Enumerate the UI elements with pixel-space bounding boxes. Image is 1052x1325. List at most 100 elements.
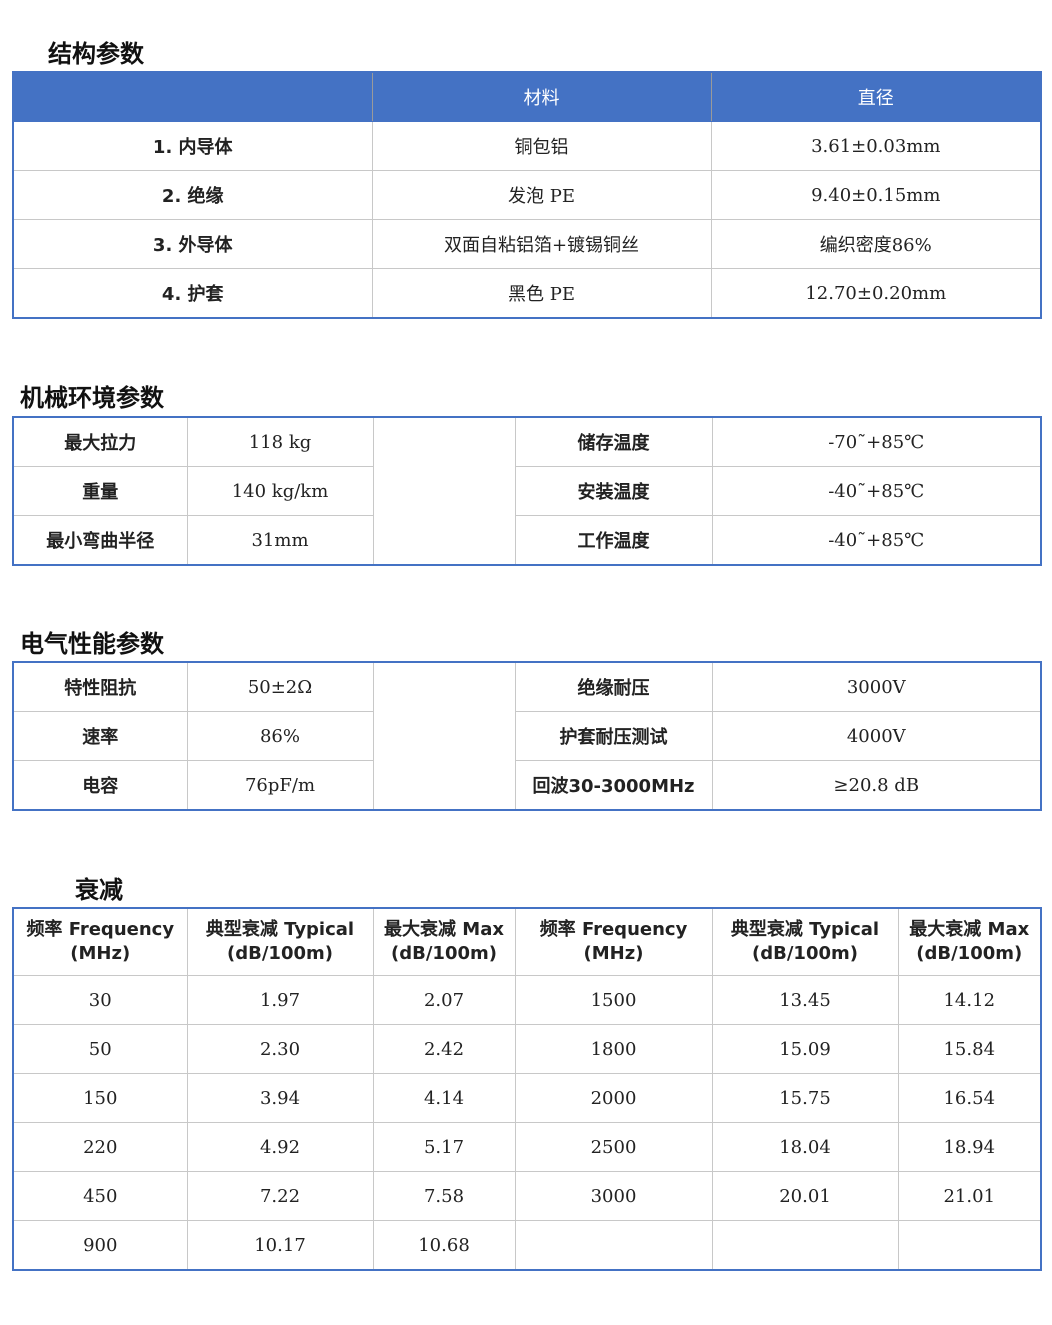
table-cell xyxy=(711,1220,899,1271)
column-header: 典型衰减 Typical (dB/100m) xyxy=(186,907,374,976)
table-cell: 140 kg/km xyxy=(186,466,374,516)
table-cell: 铜包铝 xyxy=(371,121,712,171)
table-cell: 15.84 xyxy=(897,1024,1042,1074)
electrical-table: 特性阻抗 50±2Ω 绝缘耐压 3000V 速率 86% 护套耐压测试 4000V 电容 76pF… xyxy=(12,661,1042,811)
table-cell: 15.09 xyxy=(711,1024,899,1074)
table-cell: 3.94 xyxy=(186,1073,374,1123)
table-cell: 12.70±0.20mm xyxy=(710,268,1042,319)
header-unit: (dB/100m) xyxy=(752,943,858,964)
table-cell: 15.75 xyxy=(711,1073,899,1123)
table-cell: 118 kg xyxy=(186,416,374,467)
table-row: 4. 护套 黑色 PE 12.70±0.20mm xyxy=(12,268,1042,319)
column-header xyxy=(12,71,373,122)
row-label: 最小弯曲半径 xyxy=(12,515,188,566)
table-cell: -40˜+85℃ xyxy=(711,466,1042,516)
table-row: 最小弯曲半径 31mm 工作温度 -40˜+85℃ xyxy=(12,515,1042,566)
header-unit: (dB/100m) xyxy=(391,943,497,964)
table-cell: 900 xyxy=(12,1220,188,1271)
table-cell: 2.30 xyxy=(186,1024,374,1074)
row-label: 回波30-3000MHz xyxy=(514,760,713,811)
table-cell: 3000 xyxy=(514,1171,713,1221)
table-cell: 3000V xyxy=(711,661,1042,712)
table-cell: 18.94 xyxy=(897,1122,1042,1172)
table-cell: 18.04 xyxy=(711,1122,899,1172)
row-label: 储存温度 xyxy=(514,416,713,467)
table-cell: 发泡 PE xyxy=(371,170,712,220)
table-cell xyxy=(897,1220,1042,1271)
row-label: 速率 xyxy=(12,711,188,761)
table-cell: -70˜+85℃ xyxy=(711,416,1042,467)
header-unit: (dB/100m) xyxy=(227,943,333,964)
table-cell: 14.12 xyxy=(897,975,1042,1025)
table-row: 重量 140 kg/km 安装温度 -40˜+85℃ xyxy=(12,466,1042,516)
table-row: 电容 76pF/m 回波30-3000MHz ≥20.8 dB xyxy=(12,760,1042,811)
table-cell: 31mm xyxy=(186,515,374,566)
column-header: 最大衰减 Max (dB/100m) xyxy=(897,907,1042,976)
table-cell: 4.14 xyxy=(372,1073,516,1123)
table-cell: 2000 xyxy=(514,1073,713,1123)
empty-cell xyxy=(372,416,516,566)
column-header: 频率 Frequency (MHz) xyxy=(12,907,188,976)
table-row: 50 2.30 2.42 1800 15.09 15.84 xyxy=(12,1024,1042,1074)
row-label: 重量 xyxy=(12,466,188,516)
table-cell: 3.61±0.03mm xyxy=(710,121,1042,171)
table-cell: 2500 xyxy=(514,1122,713,1172)
table-row: 450 7.22 7.58 3000 20.01 21.01 xyxy=(12,1171,1042,1221)
header-unit: (dB/100m) xyxy=(916,943,1023,964)
row-label: 绝缘耐压 xyxy=(514,661,713,712)
table-cell: 3. 外导体 xyxy=(12,219,373,269)
table-cell: 2.07 xyxy=(372,975,516,1025)
table-cell: 30 xyxy=(12,975,188,1025)
empty-cell xyxy=(372,661,516,811)
header-line: 典型衰减 Typical xyxy=(205,919,355,940)
table-cell: 20.01 xyxy=(711,1171,899,1221)
table-cell: ≥20.8 dB xyxy=(711,760,1042,811)
table-cell: 7.22 xyxy=(186,1171,374,1221)
table-cell: 9.40±0.15mm xyxy=(710,170,1042,220)
table-cell: 1. 内导体 xyxy=(12,121,373,171)
header-line: 典型衰减 Typical xyxy=(730,919,880,940)
table-cell: 220 xyxy=(12,1122,188,1172)
table-cell: 76pF/m xyxy=(186,760,374,811)
table-cell: 黑色 PE xyxy=(371,268,712,319)
table-cell: 5.17 xyxy=(372,1122,516,1172)
table-cell xyxy=(514,1220,713,1271)
table-cell: 150 xyxy=(12,1073,188,1123)
table-cell: 1.97 xyxy=(186,975,374,1025)
table-cell: 4.92 xyxy=(186,1122,374,1172)
table-cell: 50 xyxy=(12,1024,188,1074)
table-cell: 双面自粘铝箔+镀锡铜丝 xyxy=(371,219,712,269)
row-label: 电容 xyxy=(12,760,188,811)
header-line: 最大衰减 Max xyxy=(384,919,504,940)
table-row: 2. 绝缘 发泡 PE 9.40±0.15mm xyxy=(12,170,1042,220)
table-cell: 16.54 xyxy=(897,1073,1042,1123)
row-label: 护套耐压测试 xyxy=(514,711,713,761)
table-row: 220 4.92 5.17 2500 18.04 18.94 xyxy=(12,1122,1042,1172)
attenuation-table: 频率 Frequency (MHz) 典型衰减 Typical (dB/100m) 最大… xyxy=(12,907,1042,1271)
table-cell: 10.17 xyxy=(186,1220,374,1271)
table-row: 900 10.17 10.68 xyxy=(12,1220,1042,1271)
table-cell: 21.01 xyxy=(897,1171,1042,1221)
table-cell: 4000V xyxy=(711,711,1042,761)
column-header: 材料 xyxy=(371,71,712,122)
table-row: 150 3.94 4.14 2000 15.75 16.54 xyxy=(12,1073,1042,1123)
column-header: 典型衰减 Typical (dB/100m) xyxy=(711,907,899,976)
table-cell: 86% xyxy=(186,711,374,761)
table-header-row: 频率 Frequency (MHz) 典型衰减 Typical (dB/100m) 最大… xyxy=(12,907,1042,976)
column-header: 最大衰减 Max (dB/100m) xyxy=(372,907,516,976)
table-row: 1. 内导体 铜包铝 3.61±0.03mm xyxy=(12,121,1042,171)
header-unit: (MHz) xyxy=(70,943,131,964)
table-header-row: 材料 直径 xyxy=(12,71,1042,122)
header-line: 频率 Frequency xyxy=(539,919,688,940)
table-cell: 1500 xyxy=(514,975,713,1025)
table-row: 3. 外导体 双面自粘铝箔+镀锡铜丝 编织密度86% xyxy=(12,219,1042,269)
table-row: 最大拉力 118 kg 储存温度 -70˜+85℃ xyxy=(12,416,1042,566)
section-title-mechanical: 机械环境参数 xyxy=(20,384,164,412)
table-cell: 50±2Ω xyxy=(186,661,374,712)
row-label: 工作温度 xyxy=(514,515,713,566)
table-cell: 1800 xyxy=(514,1024,713,1074)
structure-table: 材料 直径 1. 内导体 铜包铝 3.61±0.03mm 2. 绝缘 发泡 PE 9.40±0… xyxy=(12,71,1042,319)
row-label: 安装温度 xyxy=(514,466,713,516)
row-label: 最大拉力 xyxy=(12,416,188,467)
table-cell: 编织密度86% xyxy=(710,219,1042,269)
